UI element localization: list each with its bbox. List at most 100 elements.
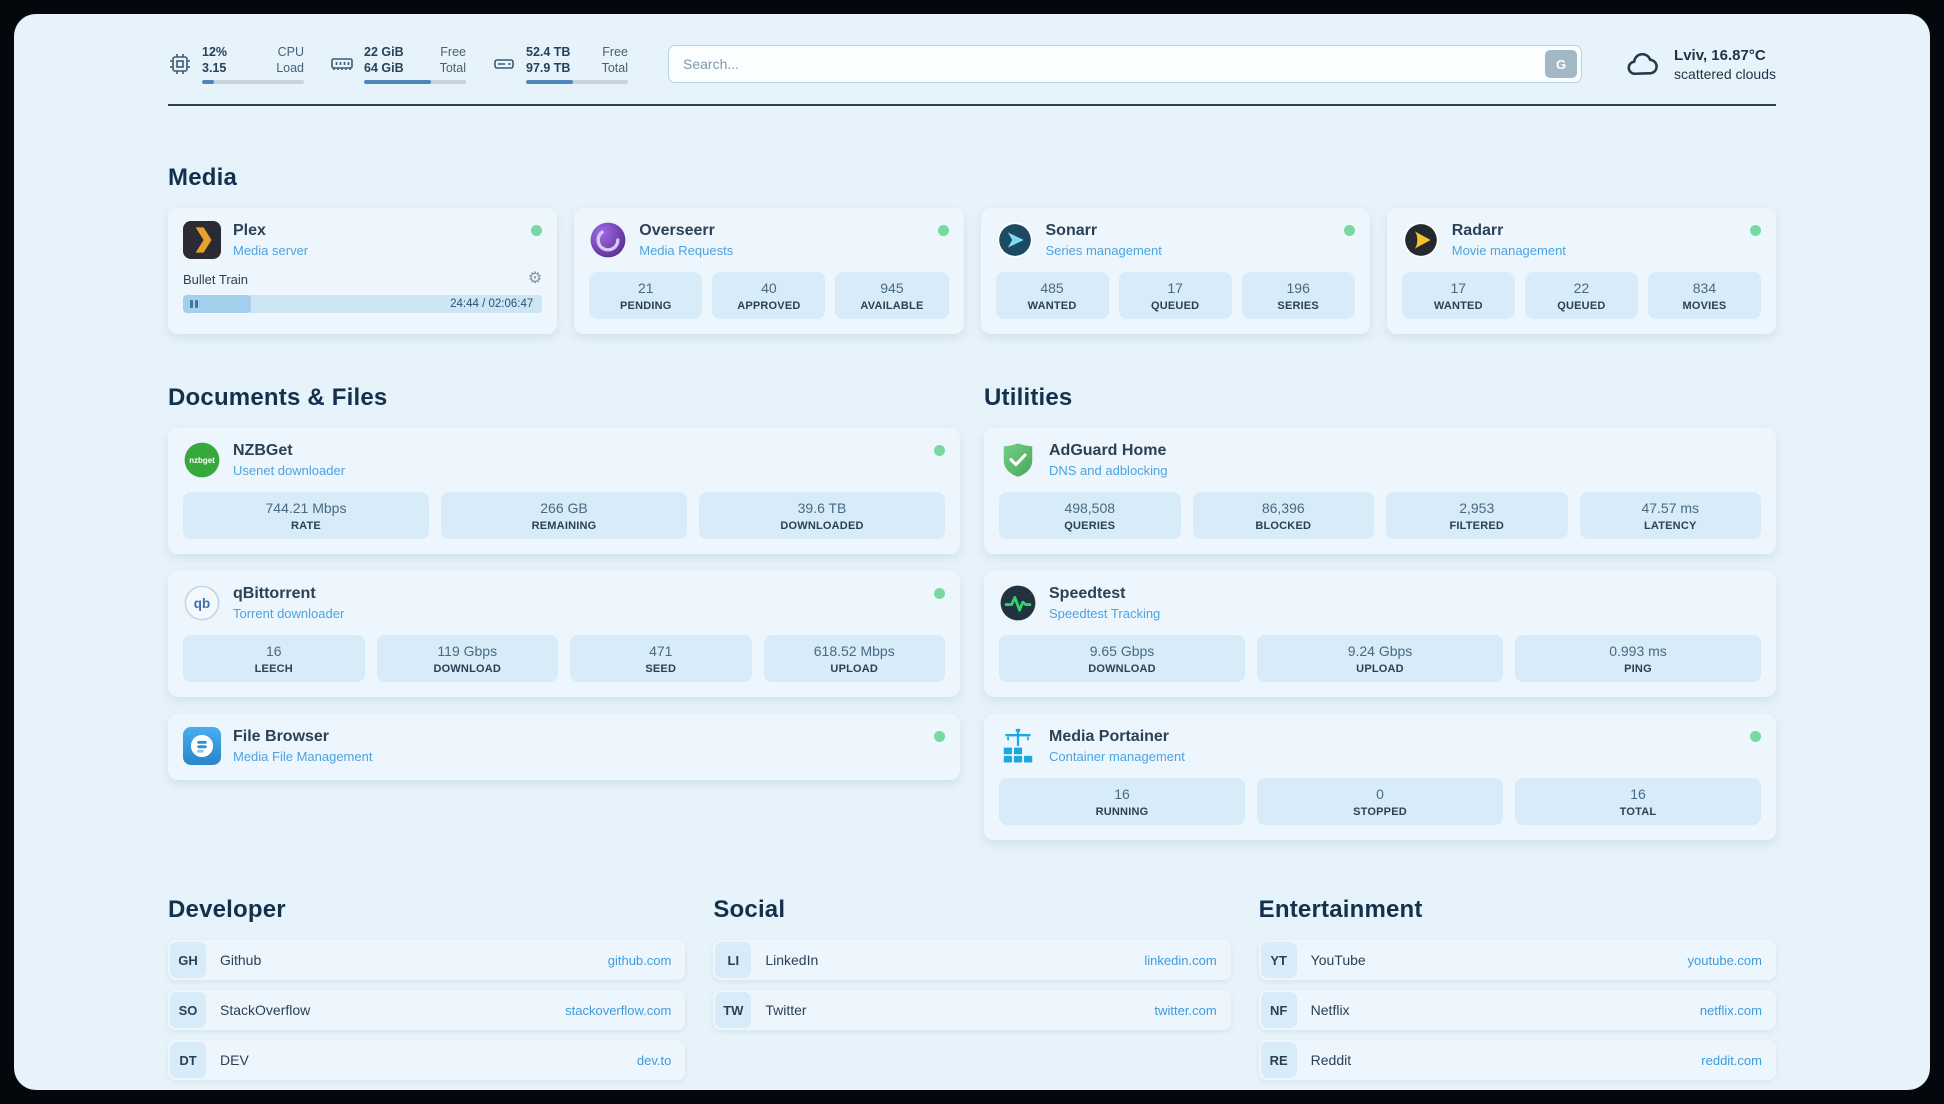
topbar-divider — [168, 104, 1776, 106]
stat-value: 22 — [1573, 280, 1590, 296]
service-card-sonarr[interactable]: Sonarr Series management 485 WANTED 17 QUE… — [980, 208, 1370, 334]
service-card-plex[interactable]: Plex Media server Bullet Train ⚙ 24:44 — [168, 208, 558, 334]
stat-value: 0.993 ms — [1609, 643, 1667, 659]
stat-value: 16 — [1630, 786, 1646, 802]
bookmark-name: Github — [220, 952, 262, 968]
service-title: AdGuard Home — [1049, 442, 1167, 459]
stat-box: 16 LEECH — [183, 635, 365, 682]
service-subtitle: Media server — [233, 243, 309, 258]
bookmark-stackoverflow[interactable]: SO StackOverflow stackoverflow.com — [168, 990, 686, 1030]
service-card-speedtest[interactable]: Speedtest Speedtest Tracking 9.65 Gbps DO… — [984, 571, 1776, 697]
stat-value: 0 — [1376, 786, 1384, 802]
bookmark-twitter[interactable]: TW Twitter twitter.com — [713, 990, 1231, 1030]
stat-box: 16 RUNNING — [999, 778, 1245, 825]
search-box: G — [668, 45, 1583, 83]
ram-widget: 22 GiB Free 64 GiB Total — [330, 44, 466, 84]
status-dot — [1750, 225, 1761, 236]
service-title: File Browser — [233, 728, 330, 745]
filebrowser-icon — [183, 727, 221, 765]
svg-text:qb: qb — [194, 596, 210, 611]
dashboard-frame: 12% CPU 3.15 Load 22 GiB Free 64 GiB Total 5… — [14, 14, 1930, 1090]
bookmark-url: youtube.com — [1687, 952, 1762, 968]
service-title: Overseerr — [639, 222, 715, 239]
stat-label: TOTAL — [1619, 806, 1657, 818]
section-title-developer: Developer — [168, 896, 286, 923]
stat-value: 86,396 — [1261, 500, 1305, 516]
pause-icon — [190, 300, 193, 308]
bookmark-youtube[interactable]: YT YouTube youtube.com — [1258, 940, 1776, 980]
service-title: NZBGet — [233, 442, 293, 459]
stat-box: 471 SEED — [570, 635, 752, 682]
service-stats: 17 WANTED 22 QUEUED 834 MOVIES — [1401, 272, 1761, 319]
service-card-overseerr[interactable]: Overseerr Media Requests 21 PENDING 40 APP… — [574, 208, 964, 334]
playback-time: 24:44 / 02:06:47 — [450, 298, 534, 310]
cpu-progress-track — [202, 80, 304, 84]
playback-progress-fill — [183, 295, 252, 313]
service-subtitle: Usenet downloader — [233, 463, 346, 478]
service-card-adguard[interactable]: AdGuard Home DNS and adblocking 498,508 Q… — [984, 428, 1776, 554]
sonarr-icon — [996, 221, 1034, 259]
stat-label: DOWNLOAD — [433, 663, 502, 675]
bookmark-dev[interactable]: DT DEV dev.to — [168, 1040, 686, 1080]
status-dot — [531, 225, 543, 236]
service-card-qbittorrent[interactable]: qb qBittorrent Torrent downloader 16 LEEC… — [168, 571, 960, 697]
bookmarks: Developer GH Github github.com SO StackO… — [168, 896, 1776, 1080]
service-card-nzbget[interactable]: nzbget NZBGet Usenet downloader 744.21 M… — [168, 428, 960, 554]
playback-progress-bar[interactable]: 24:44 / 02:06:47 — [183, 295, 543, 313]
disk-free-value: 52.4 TB — [526, 45, 571, 59]
stat-label: BLOCKED — [1255, 520, 1312, 532]
stat-value: 485 — [1040, 280, 1064, 296]
service-stats: 16 LEECH 119 Gbps DOWNLOAD 471 SEED 618.52 … — [183, 635, 945, 682]
dashboard-content: 12% CPU 3.15 Load 22 GiB Free 64 GiB Total 5… — [14, 14, 1930, 1080]
bookmark-reddit[interactable]: RE Reddit reddit.com — [1258, 1040, 1776, 1080]
service-card-portainer[interactable]: Media Portainer Container management 16 R… — [984, 714, 1776, 840]
service-stats: 16 RUNNING 0 STOPPED 16 TOTAL — [999, 778, 1761, 825]
service-title: Radarr — [1451, 222, 1504, 239]
portainer-icon — [999, 727, 1037, 765]
bookmark-abbr: LI — [715, 942, 752, 978]
bookmark-netflix[interactable]: NF Netflix netflix.com — [1258, 990, 1776, 1030]
section-title-media: Media — [168, 164, 238, 191]
stat-value: 119 Gbps — [437, 643, 498, 659]
bookmark-linkedin[interactable]: LI LinkedIn linkedin.com — [713, 940, 1231, 980]
service-card-filebrowser[interactable]: File Browser Media File Management — [168, 714, 960, 780]
stat-label: QUERIES — [1064, 520, 1116, 532]
section-title-utilities: Utilities — [984, 384, 1073, 411]
cpu-label-2: Load — [276, 61, 304, 75]
bookmark-abbr: TW — [715, 992, 752, 1028]
cpu-load-value: 3.15 — [202, 61, 227, 75]
service-title: Sonarr — [1045, 222, 1098, 239]
bookmark-group-entertainment: Entertainment YT YouTube youtube.com NF … — [1258, 896, 1776, 1080]
stat-value: 744.21 Mbps — [265, 500, 347, 516]
service-subtitle: Movie management — [1451, 243, 1566, 258]
search-provider-button[interactable]: G — [1545, 50, 1578, 78]
service-subtitle: Media File Management — [233, 749, 373, 764]
stat-value: 618.52 Mbps — [813, 643, 895, 659]
service-title: Plex — [233, 222, 266, 239]
stat-value: 17 — [1167, 280, 1183, 296]
stat-value: 47.57 ms — [1641, 500, 1700, 516]
service-subtitle: Speedtest Tracking — [1049, 606, 1161, 621]
bookmark-github[interactable]: GH Github github.com — [168, 940, 686, 980]
stat-value: 196 — [1286, 280, 1310, 296]
stat-value: 9.65 Gbps — [1089, 643, 1155, 659]
stat-value: 16 — [265, 643, 282, 659]
cpu-chip-icon — [168, 52, 192, 76]
bookmark-group-developer: Developer GH Github github.com SO StackO… — [168, 896, 686, 1080]
bookmark-abbr: YT — [1260, 942, 1297, 978]
gear-icon[interactable]: ⚙ — [527, 270, 543, 287]
service-card-radarr[interactable]: Radarr Movie management 17 WANTED 22 QUEUE… — [1386, 208, 1776, 334]
stat-label: UPLOAD — [830, 663, 879, 675]
stat-box: 119 Gbps DOWNLOAD — [376, 635, 558, 682]
stat-box: 498,508 QUERIES — [999, 492, 1181, 539]
bookmark-url: linkedin.com — [1144, 952, 1217, 968]
stat-value: 834 — [1692, 280, 1717, 296]
service-subtitle: Series management — [1045, 243, 1162, 258]
search-input[interactable] — [668, 45, 1583, 83]
stat-box: 618.52 Mbps UPLOAD — [763, 635, 945, 682]
stat-label: STOPPED — [1353, 806, 1407, 818]
bookmark-group-social: Social LI LinkedIn linkedin.com TW Twitt… — [713, 896, 1231, 1030]
service-title: Media Portainer — [1049, 728, 1170, 745]
stat-value: 16 — [1114, 786, 1130, 802]
hard-drive-icon — [492, 52, 516, 76]
